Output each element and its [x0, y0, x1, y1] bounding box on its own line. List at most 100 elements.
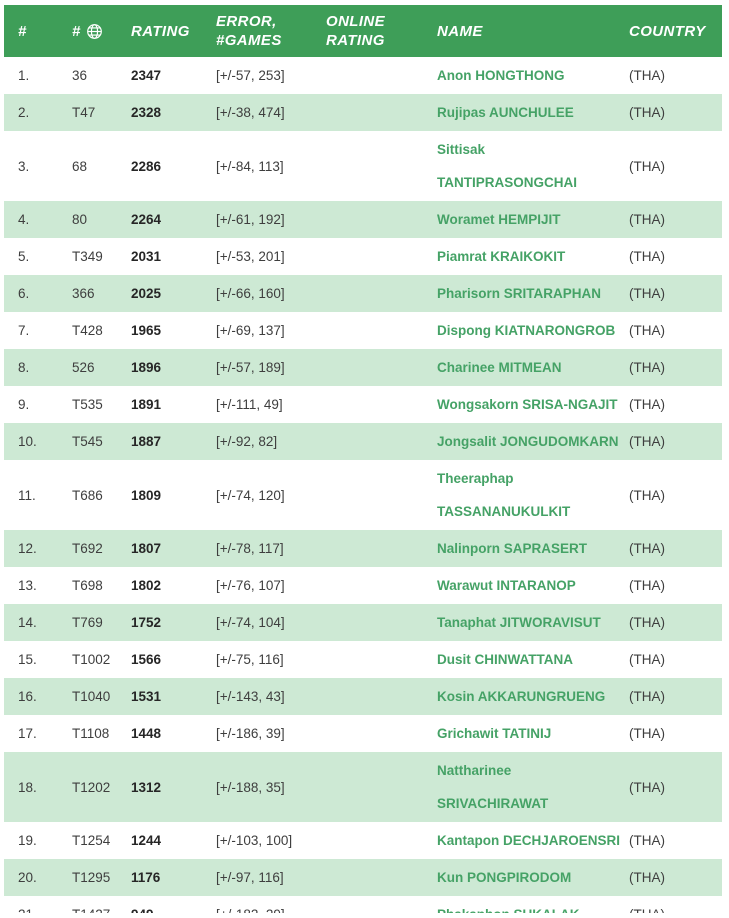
online-rating-cell	[320, 460, 430, 530]
table-row: 3. 68 2286 [+/-84, 113] Sittisak TANTIPR…	[4, 131, 722, 201]
rank-cell: 3.	[18, 158, 30, 174]
rank-cell: 2.	[4, 94, 60, 131]
rank-cell: 4.	[4, 201, 60, 238]
player-name-link[interactable]: Tanaphat JITWORAVISUT	[437, 615, 601, 630]
world-rank-cell: T1002	[72, 652, 111, 667]
error-games-cell: [+/-57, 189]	[210, 349, 320, 386]
col-header-rank-label: #	[18, 22, 27, 40]
table-row: 19. T1254 1244 [+/-103, 100] Kantapon DE…	[4, 822, 722, 859]
country-cell: (THA)	[623, 859, 722, 896]
name-cell: Dusit CHINWATTANA	[430, 641, 623, 678]
col-header-world-rank: #	[60, 5, 125, 57]
player-name-link[interactable]: Grichawit TATINIJ	[437, 726, 552, 741]
rating-cell: 1752	[125, 604, 210, 641]
error-games-cell: [+/-69, 137]	[216, 323, 285, 338]
player-name-link[interactable]: Wongsakorn SRISA-NGAJIT	[437, 397, 618, 412]
table-row: 16. T1040 1531 [+/-143, 43] Kosin AKKARU…	[4, 678, 722, 715]
online-rating-cell	[320, 530, 430, 567]
country-cell: (THA)	[623, 201, 722, 238]
online-rating-cell	[320, 386, 430, 423]
error-games-cell: [+/-53, 201]	[216, 249, 285, 264]
player-name-link[interactable]: Anon HONGTHONG	[437, 68, 565, 83]
rating-cell: 2328	[125, 94, 210, 131]
player-name-link[interactable]: Kun PONGPIRODOM	[437, 870, 572, 885]
world-rank-cell: T1254	[72, 833, 111, 848]
player-name-link[interactable]: Kantapon DECHJAROENSRI	[437, 833, 621, 848]
error-games-cell: [+/-188, 35]	[210, 752, 320, 822]
name-cell: Wongsakorn SRISA-NGAJIT	[430, 386, 623, 423]
table-row: 14. T769 1752 [+/-74, 104] Tanaphat JITW…	[4, 604, 722, 641]
rating-cell: 1807	[125, 530, 210, 567]
table-row: 11. T686 1809 [+/-74, 120] Theeraphap TA…	[4, 460, 722, 530]
player-name-link[interactable]: Piamrat KRAIKOKIT	[437, 249, 566, 264]
name-cell: Sittisak TANTIPRASONGCHAI	[430, 131, 623, 201]
name-cell: Theeraphap TASSANANUKULKIT	[430, 460, 623, 530]
rating-cell: 2031	[131, 249, 162, 264]
player-name-link[interactable]: Nattharinee SRIVACHIRAWAT	[437, 763, 549, 811]
online-rating-cell	[320, 57, 430, 94]
player-name-link[interactable]: Phakaphon SUKALAK	[437, 898, 623, 913]
world-rank-cell: 526	[60, 349, 125, 386]
country-cell: (THA)	[623, 678, 722, 715]
name-cell: Jongsalit JONGUDOMKARN	[430, 423, 623, 460]
table-row: 8. 526 1896 [+/-57, 189] Charinee MITMEA…	[4, 349, 722, 386]
error-games-cell: [+/-61, 192]	[210, 201, 320, 238]
rating-cell: 1891	[131, 397, 162, 412]
error-games-cell: [+/-111, 49]	[216, 397, 283, 412]
rank-cell: 7.	[18, 323, 30, 338]
player-name-link[interactable]: Charinee MITMEAN	[437, 360, 562, 375]
player-name-link[interactable]: Kosin AKKARUNGRUENG	[437, 689, 606, 704]
col-header-rating-label: RATING	[131, 22, 190, 40]
col-header-online-rating: ONLINE RATING	[320, 5, 430, 57]
player-name-link[interactable]: Pharisorn SRITARAPHAN	[437, 286, 602, 301]
player-name-link[interactable]: Sittisak TANTIPRASONGCHAI	[437, 142, 577, 190]
online-rating-cell	[320, 678, 430, 715]
header-row: # #	[4, 5, 722, 57]
player-name-link[interactable]: Warawut INTARANOP	[437, 578, 576, 593]
player-name-link[interactable]: Dispong KIATNARONGROB	[437, 323, 616, 338]
rating-cell: 2347	[131, 68, 162, 83]
rank-cell: 5.	[18, 249, 30, 264]
player-name-link[interactable]: Woramet HEMPIJIT	[437, 212, 561, 227]
player-name-link[interactable]: Nalinporn SAPRASERT	[437, 541, 588, 556]
rank-cell: 16.	[4, 678, 60, 715]
rating-cell: 1566	[131, 652, 162, 667]
rank-cell: 20.	[4, 859, 60, 896]
rating-cell: 1448	[131, 726, 162, 741]
rank-cell: 1.	[18, 68, 30, 83]
country-cell: (THA)	[629, 726, 665, 741]
globe-icon	[86, 23, 103, 40]
online-rating-cell	[320, 201, 430, 238]
table-row: 5. T349 2031 [+/-53, 201] Piamrat KRAIKO…	[4, 238, 722, 275]
rating-cell: 2286	[131, 158, 162, 174]
player-name-link[interactable]: Rujipas AUNCHULEE	[437, 105, 574, 120]
name-cell: Phakaphon SUKALAK	[430, 896, 623, 913]
world-rank-cell: 80	[60, 201, 125, 238]
col-header-country-label: COUNTRY	[629, 22, 706, 40]
name-cell: Grichawit TATINIJ	[430, 715, 623, 752]
error-games-cell: [+/-78, 117]	[210, 530, 320, 567]
rank-cell: 6.	[4, 275, 60, 312]
world-rank-cell: T545	[60, 423, 125, 460]
table-row: 13. T698 1802 [+/-76, 107] Warawut INTAR…	[4, 567, 722, 604]
player-name-link[interactable]: Dusit CHINWATTANA	[437, 652, 573, 667]
table-row: 2. T47 2328 [+/-38, 474] Rujipas AUNCHUL…	[4, 94, 722, 131]
rating-cell: 1887	[125, 423, 210, 460]
name-cell: Kun PONGPIRODOM	[430, 859, 623, 896]
col-header-online-rating-label: ONLINE RATING	[326, 13, 386, 49]
rating-cell: 1531	[125, 678, 210, 715]
online-rating-cell	[320, 641, 430, 678]
online-rating-cell	[320, 859, 430, 896]
country-cell: (THA)	[629, 833, 665, 848]
online-rating-cell	[320, 275, 430, 312]
online-rating-cell	[320, 567, 430, 604]
error-games-cell: [+/-182, 29]	[210, 896, 320, 913]
player-name-link[interactable]: Theeraphap TASSANANUKULKIT	[437, 471, 571, 519]
player-name-link[interactable]: Jongsalit JONGUDOMKARN	[437, 434, 619, 449]
table-row: 10. T545 1887 [+/-92, 82] Jongsalit JONG…	[4, 423, 722, 460]
name-cell: Warawut INTARANOP	[430, 567, 623, 604]
table-row: 12. T692 1807 [+/-78, 117] Nalinporn SAP…	[4, 530, 722, 567]
error-games-cell: [+/-103, 100]	[216, 833, 293, 848]
error-games-cell: [+/-66, 160]	[210, 275, 320, 312]
col-header-world-rank-label: #	[72, 22, 81, 40]
